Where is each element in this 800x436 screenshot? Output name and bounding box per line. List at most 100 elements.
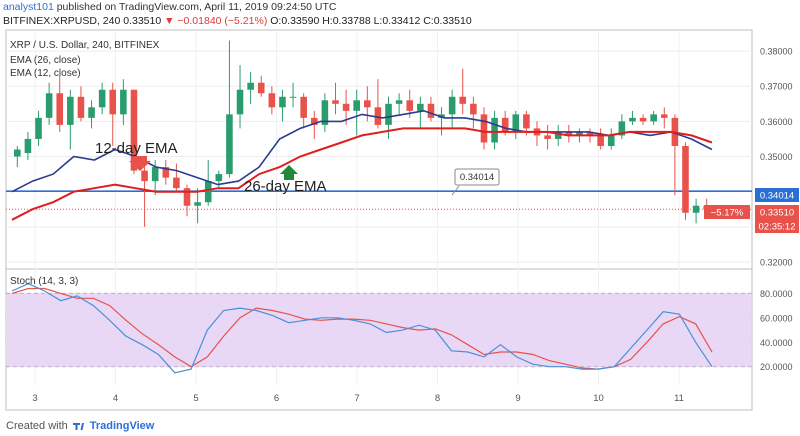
candle [162,160,170,185]
candle [279,89,286,122]
candle-body [300,96,307,118]
candle [353,89,360,136]
candle [35,110,42,146]
candle [88,100,95,129]
candle-body [77,96,85,118]
candle [480,107,488,150]
candle-body [289,96,297,98]
candle [544,124,551,150]
candle-body [109,89,117,115]
candle [427,96,435,122]
candle-body [544,135,551,139]
footer-brand[interactable]: TradingView [89,420,155,432]
candle-body [650,114,657,122]
stoch-axis-ticks: 80.0000 60.0000 40.0000 20.0000 [760,289,793,372]
candle-body [385,103,392,125]
candle-body [141,170,148,182]
candle-body [364,100,371,108]
candle [692,198,700,224]
stoch-tick-label: 40.0000 [760,338,793,348]
candle-body [501,117,509,132]
candle [332,82,339,115]
candle-body [56,93,64,125]
candle-body [236,89,244,115]
candle-body [204,181,212,203]
candle-body [607,135,615,146]
candle [24,131,32,161]
candle-body [576,131,583,136]
candle-body [194,202,201,206]
candle-body [35,117,42,139]
candle [14,145,21,168]
candle-body [151,167,159,182]
stoch-tick-label: 20.0000 [760,362,793,372]
legend-ema26: EMA (26, close) [10,55,81,66]
change-badge [704,205,750,219]
time-tick-label: 9 [515,393,520,404]
candle [597,128,604,150]
candle [417,96,424,129]
price-tick-label: 0.35000 [760,152,793,162]
candle-body [24,138,32,154]
candle-body [215,174,223,182]
stoch-tick-label: 80.0000 [760,289,793,299]
author-link[interactable]: analyst101 [3,1,54,13]
candle [268,86,276,115]
candle-body [660,114,668,118]
candle [512,110,520,139]
candle [374,79,382,129]
candle-body [353,100,360,111]
candle-body [45,93,53,118]
candle-body [162,167,170,178]
candle [395,93,403,115]
candle [194,188,201,224]
candle-body [14,149,21,157]
annotation-26day-ema: 26-day EMA [244,178,327,195]
candle [173,163,180,192]
candle [310,110,318,139]
main-pane-title: XRP / U.S. Dollar, 240, BITFINEX [10,40,160,51]
candle [67,89,74,150]
stoch-pane-title: Stoch (14, 3, 3) [10,276,78,287]
candle [607,128,615,150]
candle-body [523,114,530,129]
footer: Created with TradingView [6,420,154,432]
candle-body [257,82,265,94]
candle [385,96,392,139]
ema26-line [11,127,713,221]
candle-body [512,114,520,132]
level-axis-badge-label: 0.34014 [760,191,794,202]
symbol-line: BITFINEX:XRPUSD, 240 0.33510 ▼ −0.01840 … [3,15,472,27]
last-price-axis-badge [755,205,799,219]
candle [98,82,106,115]
candle-body [639,117,647,122]
last-price: 0.33510 [123,15,162,27]
time-axis-ticks: 3 4 5 6 7 8 9 10 11 [32,393,684,404]
candle-body [226,114,233,175]
time-tick-label: 5 [193,393,198,404]
candle-body [247,82,254,90]
candle-body [406,100,414,111]
candle-body [310,117,318,125]
ohlc-values: O:0.33590 H:0.33788 L:0.33412 C:0.33510 [270,15,472,27]
change-value: ▼ −0.01840 (−5.21%) [164,15,268,27]
price-tick-label: 0.32000 [760,257,793,267]
countdown-axis-badge [755,219,799,233]
annotation-down-arrow-icon [129,156,151,171]
candle-body [682,145,689,213]
price-tick-label: 0.36000 [760,117,793,127]
candle [459,68,467,115]
candle [77,86,85,122]
candle [618,114,626,139]
candle [56,75,64,132]
candle-body [480,114,488,143]
candle [554,124,562,146]
candle-body [120,89,127,115]
candle-body [417,103,424,111]
countdown-axis-badge-label: 02:35:12 [759,222,796,233]
candle [470,96,477,129]
candle-body [618,121,626,136]
callout-pointer [451,185,460,196]
candle-body [470,103,477,115]
candle-body [448,96,456,115]
